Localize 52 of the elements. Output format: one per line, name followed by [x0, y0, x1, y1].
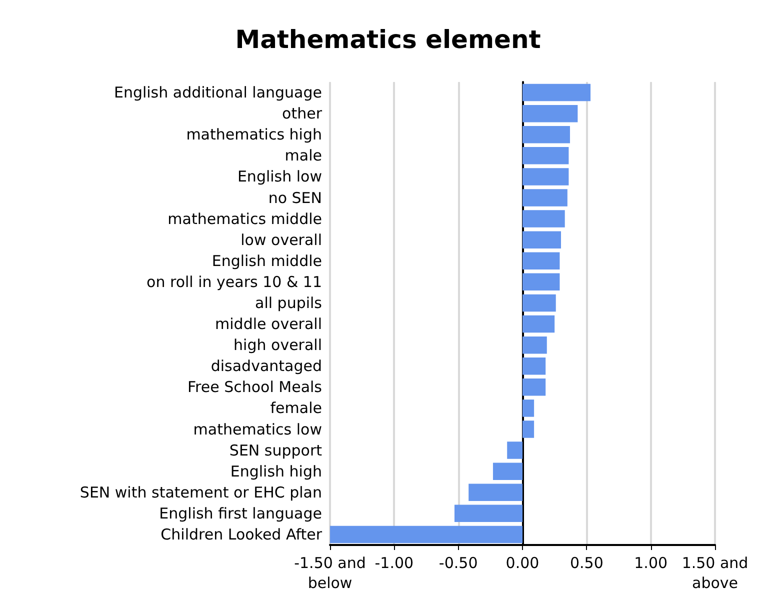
y-tick-label: Free School Meals: [187, 378, 322, 396]
bar: [522, 210, 565, 228]
bar: [522, 315, 555, 333]
y-tick-label: English high: [230, 462, 322, 480]
x-tick-label: 0.50: [570, 554, 604, 572]
bar: [522, 104, 578, 122]
x-tick-label: 1.00: [634, 554, 668, 572]
bar: [522, 294, 556, 312]
bar: [522, 420, 534, 438]
bar: [522, 84, 591, 102]
bar: [522, 400, 534, 417]
y-tick-label: male: [284, 146, 322, 165]
x-tick-label: 0.00: [506, 554, 540, 572]
bar: [522, 252, 560, 270]
x-tick-label: -0.50: [438, 554, 478, 572]
y-tick-label: all pupils: [255, 294, 322, 312]
y-tick-label: mathematics low: [193, 420, 322, 438]
bar: [330, 526, 522, 544]
y-tick-label: high overall: [234, 336, 322, 354]
y-tick-label: English first language: [159, 504, 322, 522]
x-tick-label: -1.00: [374, 554, 414, 572]
y-tick-label: other: [282, 104, 323, 123]
chart-title: Mathematics element: [235, 25, 541, 54]
bar: [522, 231, 561, 248]
y-tick-label: English additional language: [114, 84, 322, 102]
bar: [522, 126, 570, 144]
y-tick-label: mathematics high: [186, 126, 322, 144]
bar: [468, 484, 522, 502]
bar: [522, 147, 569, 164]
x-tick-label: -1.50 and below: [294, 554, 366, 592]
y-tick-label: Children Looked After: [160, 525, 323, 544]
bar: [522, 336, 547, 354]
y-tick-label: English low: [237, 168, 322, 186]
y-tick-label: disadvantaged: [210, 357, 322, 376]
bar: [454, 504, 522, 522]
bar: [507, 442, 522, 459]
bar: [522, 357, 546, 375]
y-tick-label: female: [270, 399, 322, 418]
bar: [492, 462, 522, 480]
bar: [522, 378, 546, 396]
x-tick-label: 1.50 and above: [682, 554, 748, 592]
y-tick-label: middle overall: [215, 315, 322, 334]
bar: [522, 273, 560, 291]
y-tick-label: English middle: [212, 252, 322, 270]
y-tick-label: SEN with statement or EHC plan: [80, 483, 322, 502]
y-tick-label: no SEN: [268, 188, 322, 207]
y-tick-label: on roll in years 10 & 11: [146, 272, 322, 291]
y-tick-label: low overall: [240, 230, 322, 249]
bar: [522, 189, 568, 206]
bar: [522, 168, 569, 186]
y-tick-label: mathematics middle: [168, 210, 322, 228]
y-tick-label: SEN support: [229, 441, 322, 460]
